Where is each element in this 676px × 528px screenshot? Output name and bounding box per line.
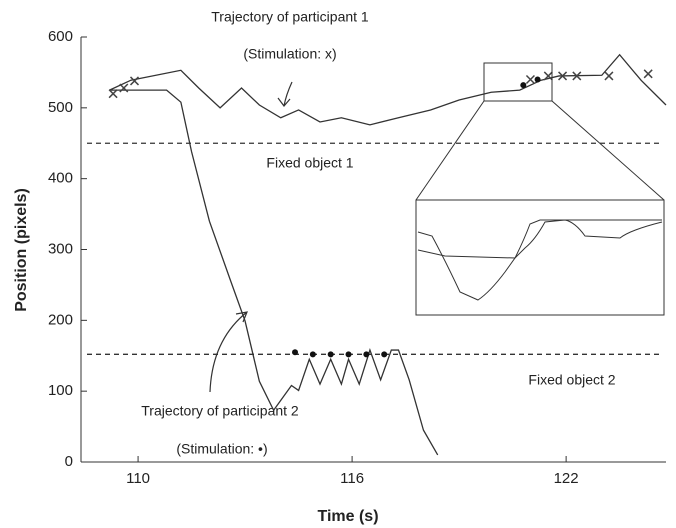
annotation: Fixed object 1 bbox=[266, 155, 353, 171]
inset bbox=[415, 199, 665, 316]
stimulation-dot bbox=[327, 351, 334, 358]
x-axis-title: Time (s) bbox=[317, 508, 378, 525]
stimulation-dot bbox=[534, 76, 541, 83]
zoom-box bbox=[483, 62, 553, 102]
stimulation-dot bbox=[345, 351, 352, 358]
zoom-line bbox=[551, 100, 665, 201]
inset-line bbox=[417, 219, 662, 259]
y-tick-label: 0 bbox=[65, 453, 73, 470]
zoom-line bbox=[415, 100, 485, 201]
stimulation-x bbox=[643, 69, 653, 79]
x-tick-label: 110 bbox=[126, 470, 150, 487]
y-tick-label: 200 bbox=[48, 311, 73, 328]
stimulation-dot bbox=[381, 351, 388, 358]
stimulation-x bbox=[558, 71, 568, 81]
stimulation-x bbox=[525, 74, 535, 85]
x-tick-label: 122 bbox=[554, 470, 579, 487]
y-tick-label: 400 bbox=[48, 170, 73, 187]
y-tick-label: 500 bbox=[48, 99, 73, 116]
y-tick-label: 600 bbox=[48, 28, 73, 45]
annotation: (Stimulation: x) bbox=[243, 46, 336, 62]
stimulation-x bbox=[119, 83, 129, 93]
trajectory bbox=[109, 53, 667, 126]
y-tick-label: 100 bbox=[48, 382, 73, 399]
stimulation-x bbox=[108, 89, 118, 99]
y-tick-label: 300 bbox=[48, 240, 73, 257]
trajectory bbox=[109, 89, 439, 456]
stimulation-dot bbox=[292, 349, 299, 356]
stimulation-x bbox=[604, 71, 614, 81]
stimulation-dot bbox=[363, 351, 370, 358]
stimulation-x bbox=[572, 71, 582, 81]
stimulation-x bbox=[129, 76, 140, 86]
x-tick-label: 116 bbox=[340, 470, 364, 487]
arrow bbox=[209, 311, 248, 393]
annotation: Trajectory of participant 2 bbox=[141, 403, 299, 419]
inset-line bbox=[417, 219, 663, 301]
annotation: Trajectory of participant 1 bbox=[211, 9, 369, 25]
stimulation-dot bbox=[520, 82, 527, 89]
annotation: (Stimulation: •) bbox=[176, 441, 267, 457]
y-axis-title: Position (pixels) bbox=[13, 188, 30, 312]
stimulation-dot bbox=[309, 351, 316, 358]
arrow bbox=[277, 81, 293, 107]
stimulation-x bbox=[543, 71, 553, 81]
annotation: Fixed object 2 bbox=[528, 372, 615, 388]
